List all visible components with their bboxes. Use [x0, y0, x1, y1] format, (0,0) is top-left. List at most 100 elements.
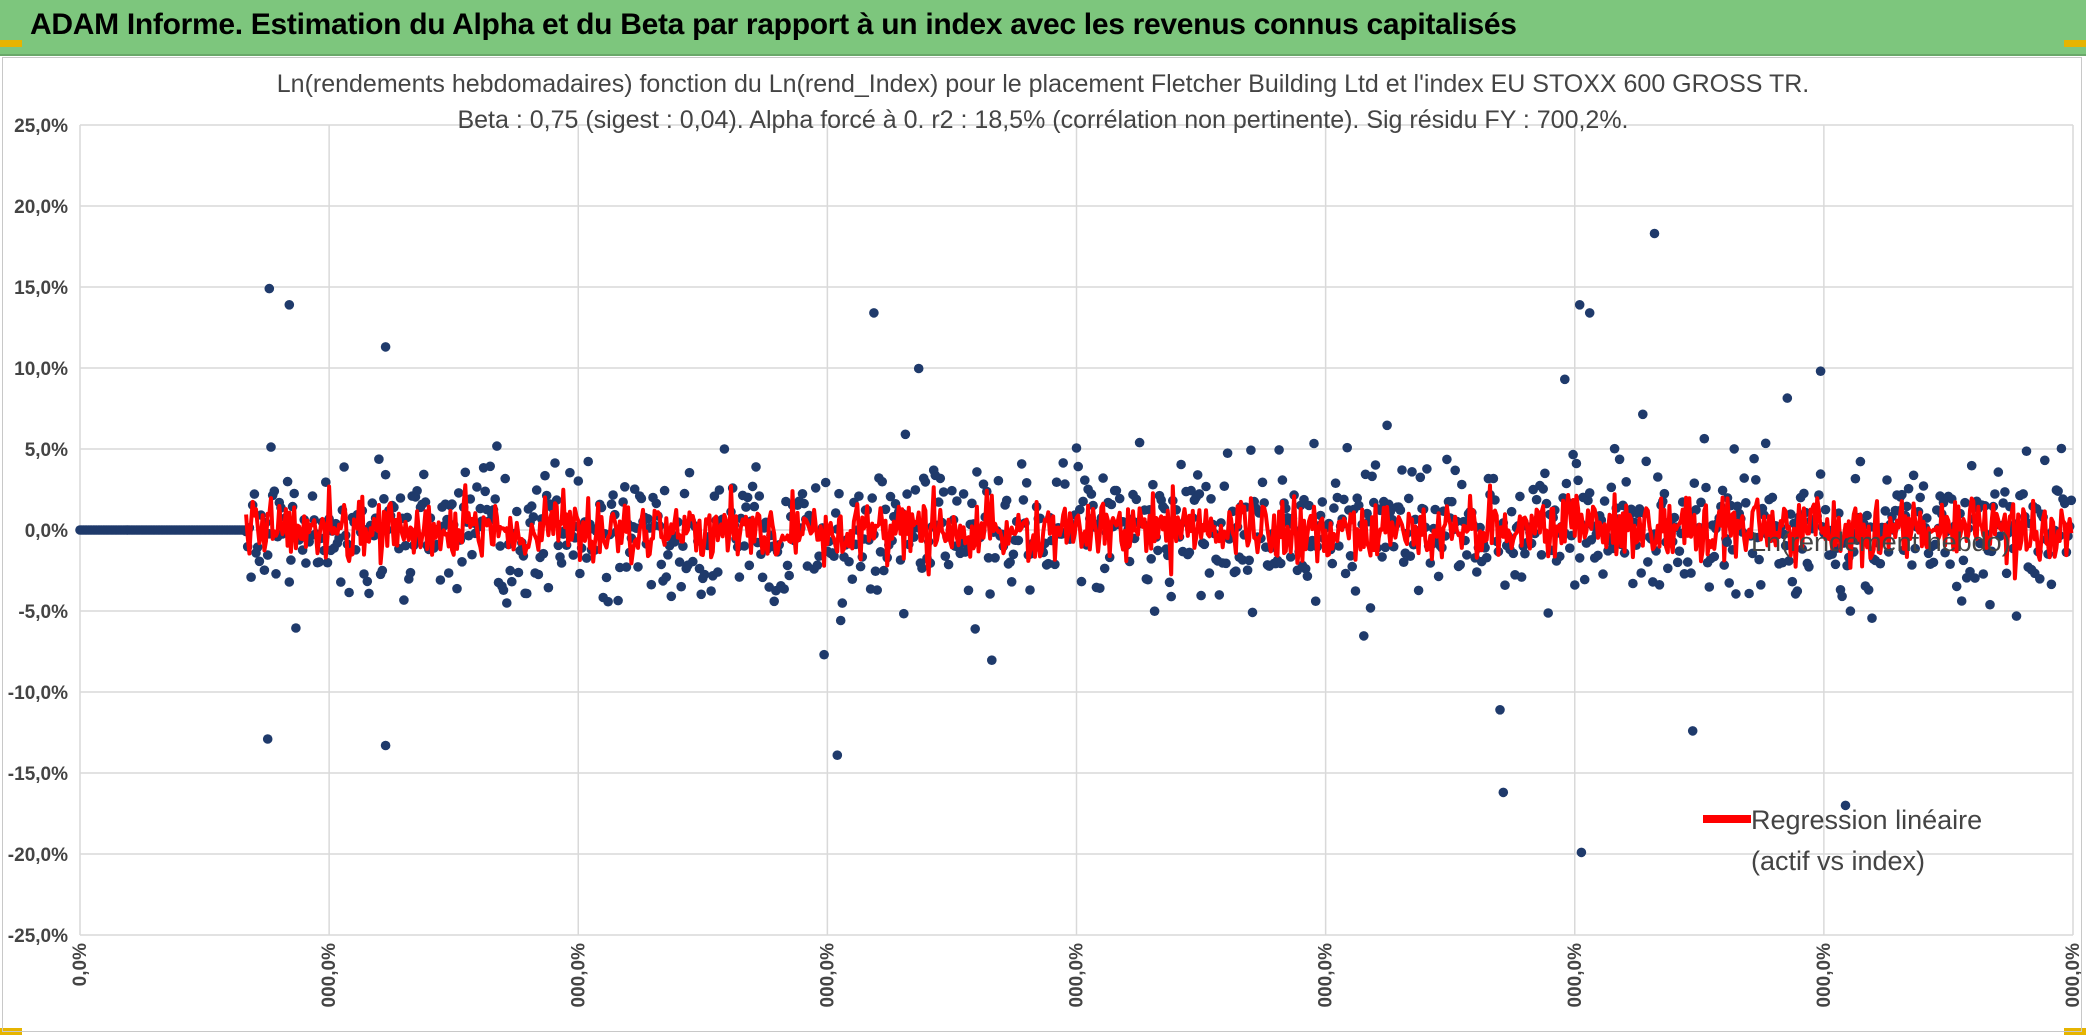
scatter-point [1457, 479, 1467, 490]
scatter-point [978, 479, 989, 490]
scatter-point [1875, 558, 1886, 569]
scatter-point [485, 461, 496, 472]
scatter-point [877, 476, 887, 487]
scatter-point [447, 499, 457, 509]
scatter-point [1574, 553, 1585, 563]
scatter-point [1910, 543, 1920, 554]
scatter-point [1792, 586, 1803, 596]
scatter-point [1975, 538, 1985, 549]
scatter-point [1574, 300, 1585, 310]
scatter-point [498, 585, 509, 595]
scatter-point [940, 551, 951, 561]
scatter-point [1570, 580, 1580, 590]
x-tick-label: 000,0% [817, 943, 838, 1008]
scatter-point [1907, 560, 1917, 570]
scatter-point [512, 506, 522, 517]
scatter-point [1080, 475, 1090, 486]
chart-title: Ln(rendements hebdomadaires) fonction du… [277, 70, 1809, 98]
scatter-point [1134, 437, 1145, 448]
scatter-point [1902, 501, 1912, 512]
scatter-point [1674, 546, 1685, 556]
scatter-point [2011, 611, 2022, 621]
scatter-point [1244, 555, 1254, 566]
scatter-point [1350, 586, 1361, 596]
scatter-point [1073, 461, 1083, 472]
scatter-point [1166, 591, 1176, 602]
corner-marker-top-left [0, 40, 22, 47]
scatter-point [1739, 473, 1749, 483]
scatter-point [2053, 486, 2063, 497]
x-tick-label: 000,0% [2063, 943, 2081, 1008]
y-tick-label: -10,0% [8, 683, 68, 704]
scatter-point [1970, 573, 1980, 583]
scatter-point [779, 584, 789, 594]
scatter-point [1143, 574, 1153, 585]
scatter-point [528, 512, 539, 522]
scatter-point [543, 582, 554, 593]
scatter-point [540, 470, 550, 481]
scatter-point [1114, 493, 1125, 504]
scatter-point [947, 485, 957, 496]
scatter-point [696, 589, 706, 600]
scatter-point [1565, 543, 1575, 553]
scatter-point [2021, 446, 2032, 457]
scatter-point [1985, 599, 1995, 610]
legend-scatter-label: Ln(rendement hebdo) [1751, 527, 2011, 557]
scatter-point [1643, 557, 1653, 567]
scatter-point [832, 750, 843, 760]
scatter-point [1199, 539, 1210, 550]
scatter-point [1506, 506, 1517, 517]
scatter-point [1317, 497, 1328, 507]
chart-legend: Ln(rendement hebdo) Regression linéaire … [1703, 527, 2011, 876]
scatter-point [1327, 558, 1338, 569]
scatter-point [1304, 500, 1314, 511]
scatter-point [1300, 564, 1311, 574]
y-tick-label: 20,0% [14, 197, 68, 218]
scatter-point [1687, 726, 1698, 736]
scatter-point [266, 442, 276, 452]
scatter-point [2046, 579, 2057, 590]
scatter-point [621, 562, 632, 572]
scatter-point [910, 485, 921, 495]
scatter-point [1830, 559, 1841, 570]
scatter-point [620, 482, 630, 492]
scatter-point [719, 444, 730, 454]
scatter-point [1285, 552, 1296, 562]
scatter-point [1845, 606, 1856, 616]
scatter-point [1380, 542, 1391, 553]
scatter-point [757, 572, 768, 583]
scatter-point [899, 608, 909, 619]
scatter-point [1751, 475, 1761, 485]
scatter-point [1025, 585, 1035, 595]
scatter-point [1729, 444, 1739, 454]
report-header: ADAM Informe. Estimation du Alpha et du … [0, 0, 2086, 56]
scatter-point [782, 560, 793, 571]
scatter-point [583, 456, 593, 467]
scatter-point [1247, 607, 1258, 618]
scatter-point [1638, 409, 1648, 420]
scatter-point [963, 585, 974, 596]
scatter-point [1583, 495, 1593, 506]
scatter-point [1855, 456, 1866, 467]
scatter-point [1731, 589, 1741, 599]
scatter-point [744, 560, 755, 571]
scatter-point [943, 559, 954, 570]
scatter-point [1186, 485, 1196, 496]
scatter-point [1560, 374, 1570, 385]
scatter-point [339, 462, 349, 472]
scatter-point [1978, 569, 1989, 579]
scatter-point [1649, 228, 1660, 239]
scatter-point [1086, 489, 1097, 499]
tick-layer: 25,0% 20,0% 15,0% 10,0% 5,0% 0,0% -5,0% -10,0% -… [8, 116, 2081, 1007]
scatter-point [1422, 464, 1432, 474]
scatter-point [1756, 580, 1766, 590]
scatter-point [405, 567, 416, 578]
scatter-point [262, 550, 273, 560]
scatter-point [460, 467, 471, 478]
legend-line-label-1: Regression linéaire [1751, 805, 1982, 835]
scatter-point [1966, 460, 1977, 471]
scatter-point [1862, 510, 1872, 521]
x-tick-label: 000,0% [568, 943, 589, 1008]
scatter-point [467, 549, 477, 560]
scatter-point [553, 540, 564, 551]
